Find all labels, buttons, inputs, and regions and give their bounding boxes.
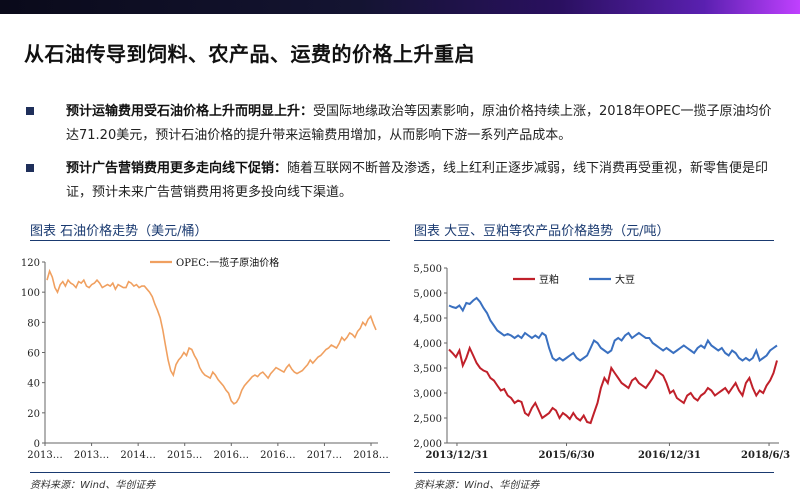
bullet-square-icon (26, 164, 34, 172)
x-tick-label: 2016… (214, 450, 249, 461)
x-tick-label: 2017… (307, 450, 342, 461)
y-tick-label: 100 (21, 288, 40, 299)
slide-title: 从石油传导到饲料、农产品、运费的价格上升重启 (24, 42, 475, 66)
x-tick-label: 2014… (120, 450, 155, 461)
legend-label: 大豆 (615, 273, 635, 286)
y-tick-label: 3,500 (413, 364, 442, 375)
series-line-0 (448, 345, 778, 425)
x-tick-label: 2018/6/30 (741, 450, 790, 461)
x-tick-label: 2015… (167, 450, 202, 461)
x-tick-label: 2013/12/31 (425, 450, 488, 461)
right-chart-source: 资料来源：Wind、华创证券 (414, 480, 540, 491)
x-tick-label: 2013… (74, 450, 109, 461)
bullet-transport: 预计运输费用受石油价格上升而明显上升：受国际地缘政治等因素影响，原油价格持续上涨… (26, 100, 776, 148)
x-tick-label: 2013… (27, 450, 62, 461)
x-tick-label: 2016/12/31 (638, 450, 701, 461)
y-tick-label: 80 (27, 318, 40, 329)
bullet-body: 随着互联网不断普及渗透，线上红利正逐步减弱，线下消费再受重视，新零售便是印证，预… (66, 161, 769, 200)
y-tick-label: 4,000 (413, 339, 442, 350)
left-chart-source: 资料来源：Wind、华创证券 (30, 480, 156, 491)
x-tick-label: 2018… (353, 450, 388, 461)
y-tick-label: 20 (27, 409, 40, 420)
legend-label: OPEC:一揽子原油价格 (176, 256, 279, 269)
y-tick-label: 2,500 (413, 414, 442, 425)
soy-price-chart: 2,000 2,500 3,000 3,500 4,000 4,500 5,000 5,500… (413, 264, 790, 461)
y-tick-label: 5,000 (413, 289, 442, 300)
bullet-body: 受国际地缘政治等因素影响，原油价格持续上涨，2018年OPEC一揽子原油均价达7… (66, 104, 772, 143)
left-chart-caption: 图表 石油价格走势（美元/桶） (30, 224, 208, 239)
y-tick-label: 5,500 (413, 264, 442, 275)
caption-divider (414, 240, 774, 241)
x-tick-label: 2015/6/30 (539, 450, 595, 461)
x-tick-label: 2016… (260, 450, 295, 461)
y-tick-label: 0 (34, 439, 40, 450)
y-tick-label: 60 (27, 349, 40, 360)
caption-divider (30, 240, 390, 241)
series-line-0 (46, 268, 377, 405)
source-divider (414, 472, 774, 473)
bullet-heading: 预计广告营销费用更多走向线下促销： (66, 161, 288, 176)
oil-price-chart: 0 20 40 60 80 100 120 2013… 2013… 2014… 2015… 2016…… (21, 256, 389, 461)
series-line-1 (448, 296, 778, 363)
right-chart-caption: 图表 大豆、豆粕等农产品价格趋势（元/吨） (414, 224, 670, 239)
source-divider (30, 472, 390, 473)
legend-label: 豆粕 (539, 273, 559, 286)
y-tick-label: 3,000 (413, 389, 442, 400)
y-tick-label: 40 (27, 379, 40, 390)
top-banner (0, 0, 800, 14)
y-tick-label: 120 (21, 258, 40, 269)
bullet-square-icon (26, 107, 34, 115)
y-tick-label: 4,500 (413, 314, 442, 325)
y-tick-label: 2,000 (413, 439, 442, 450)
bullet-advertising: 预计广告营销费用更多走向线下促销：随着互联网不断普及渗透，线上红利正逐步减弱，线… (26, 157, 776, 205)
bullet-heading: 预计运输费用受石油价格上升而明显上升： (66, 104, 314, 119)
